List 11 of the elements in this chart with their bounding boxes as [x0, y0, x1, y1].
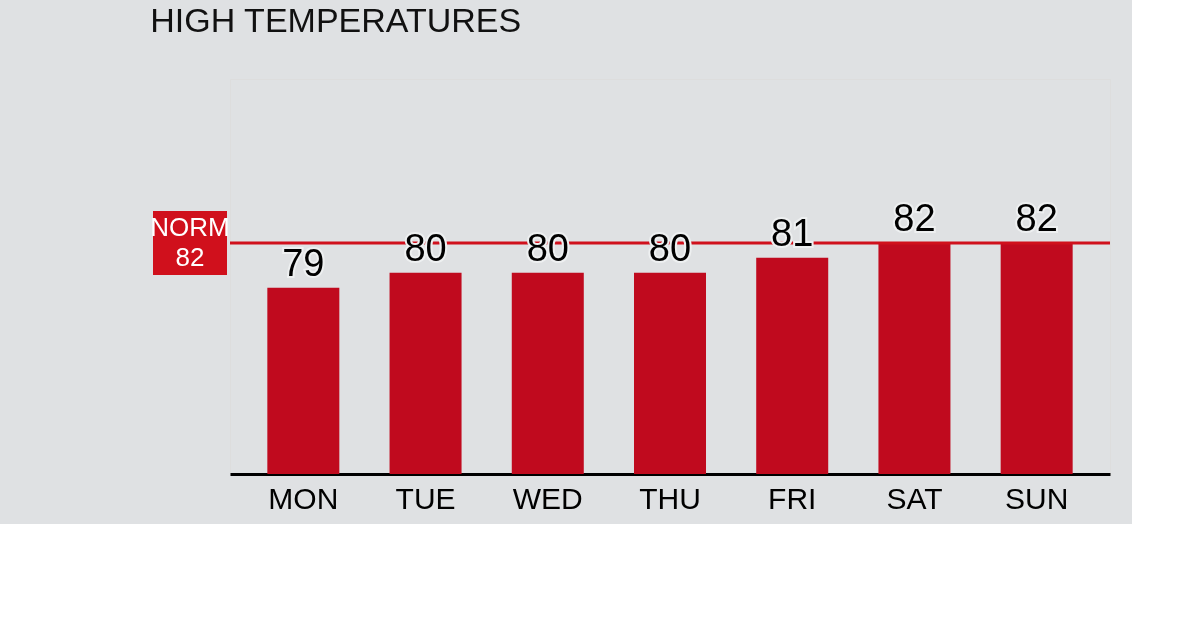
- data-label: 82: [893, 196, 936, 239]
- chart-title: HIGH TEMPERATURES: [150, 1, 522, 39]
- x-tick-label: SAT: [886, 481, 943, 515]
- data-label: 82: [1015, 196, 1058, 239]
- x-tick-label: SUN: [1004, 481, 1069, 515]
- x-tick-label: TUE: [395, 481, 456, 515]
- x-tick-label: FRI: [768, 481, 817, 515]
- x-tick-label: THU: [639, 481, 701, 515]
- x-tick-label: MON: [268, 481, 339, 515]
- x-tick-label: WED: [512, 481, 583, 515]
- data-label: 79: [282, 241, 325, 284]
